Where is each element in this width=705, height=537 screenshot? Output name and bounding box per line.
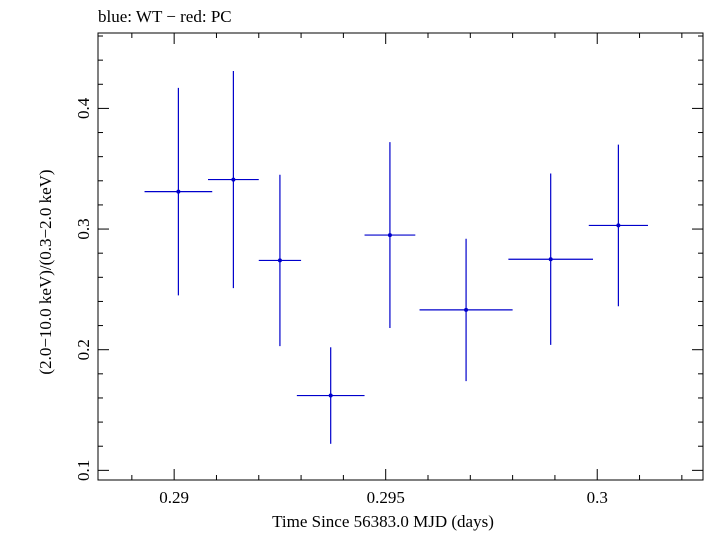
data-point <box>328 393 333 398</box>
y-axis-label: (2.0−10.0 keV)/(0.3−2.0 keV) <box>36 169 55 374</box>
data-point-group <box>588 144 648 307</box>
y-axis-ticks <box>98 35 703 471</box>
x-axis-label: Time Since 56383.0 MJD (days) <box>272 512 494 531</box>
x-tick-label: 0.29 <box>159 488 189 507</box>
data-point <box>387 233 392 238</box>
data-point <box>548 257 553 262</box>
data-point-group <box>296 347 365 444</box>
y-tick-label: 0.2 <box>74 339 93 360</box>
data-point <box>464 307 469 312</box>
plot-frame <box>97 32 704 481</box>
x-axis-ticks <box>131 33 683 480</box>
y-tick-label: 0.1 <box>74 460 93 481</box>
data-point-group <box>258 174 302 347</box>
data-point <box>231 177 236 182</box>
y-tick-label: 0.3 <box>74 218 93 239</box>
data-point-group <box>508 173 593 345</box>
data-series <box>144 71 648 444</box>
data-point <box>176 189 181 194</box>
data-point-group <box>419 238 513 382</box>
x-tick-label: 0.295 <box>367 488 405 507</box>
y-axis-tick-labels: 0.1 0.2 0.3 0.4 <box>74 97 93 481</box>
data-point-group <box>144 87 213 296</box>
data-point-group <box>364 142 416 328</box>
data-point-group <box>208 71 259 289</box>
chart-title: blue: WT − red: PC <box>98 7 232 26</box>
y-tick-label: 0.4 <box>74 97 93 119</box>
data-point <box>277 258 282 263</box>
data-point <box>616 223 621 228</box>
x-tick-label: 0.3 <box>587 488 608 507</box>
x-axis-tick-labels: 0.29 0.295 0.3 <box>159 488 608 507</box>
